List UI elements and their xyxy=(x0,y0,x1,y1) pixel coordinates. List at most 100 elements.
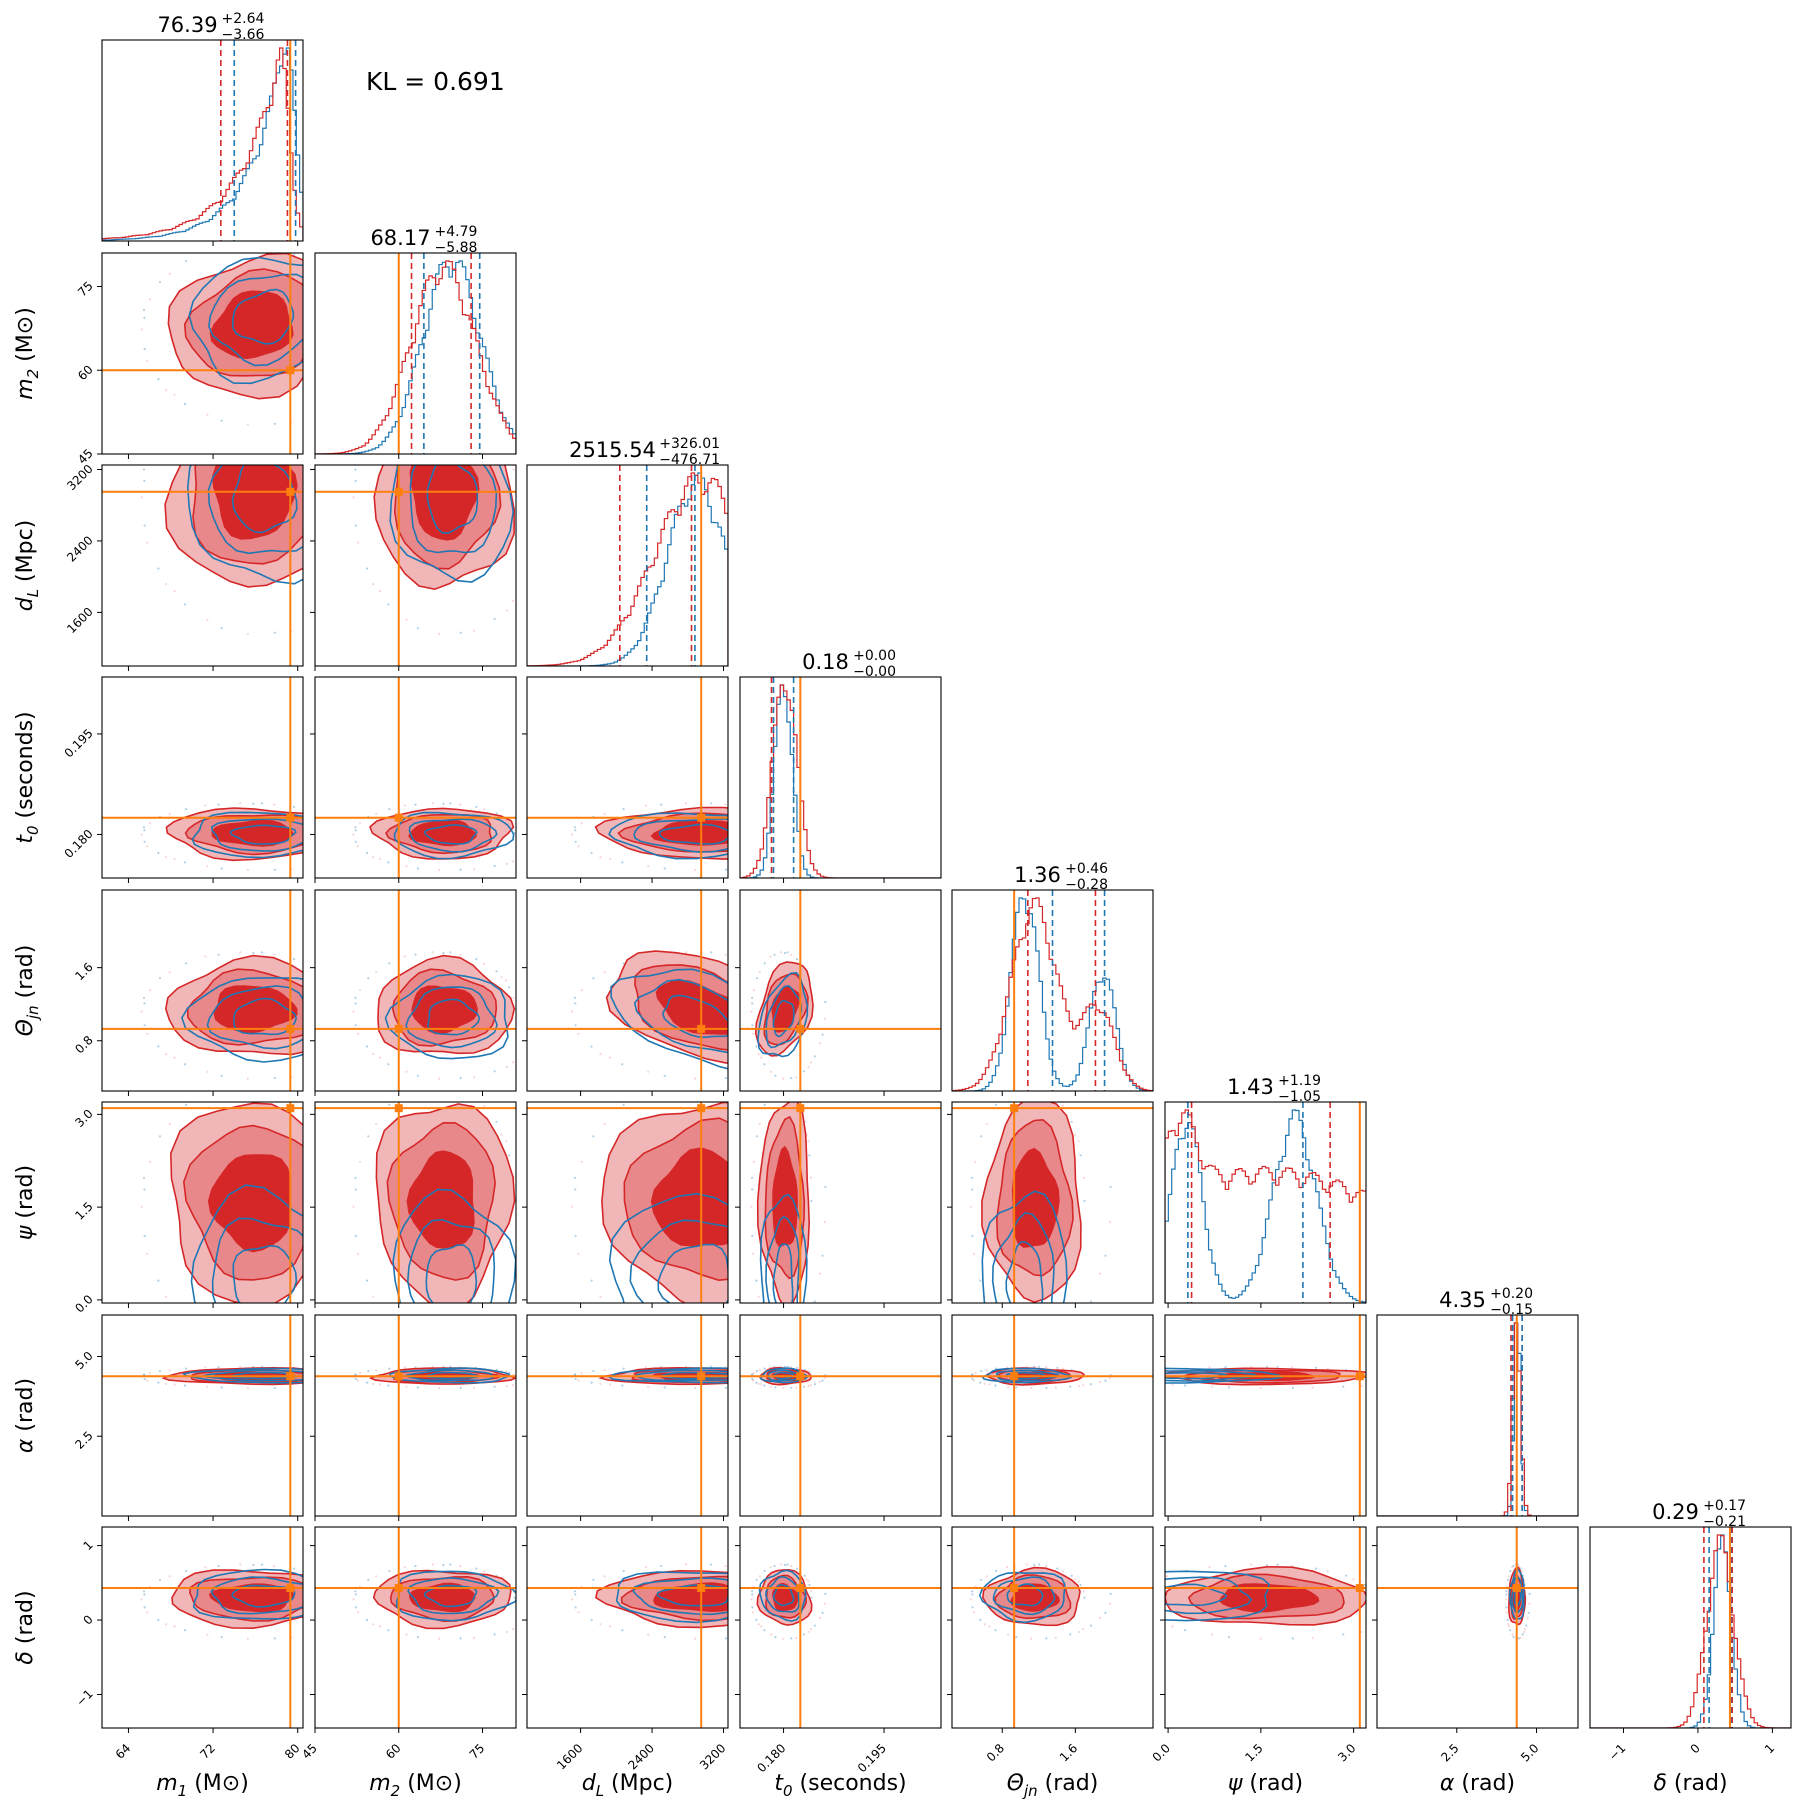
scatter-point xyxy=(751,1606,754,1609)
scatter-point xyxy=(146,359,149,363)
scatter-point xyxy=(220,867,223,870)
scatter-point xyxy=(431,1563,434,1566)
y-tick-label-m2: 75 xyxy=(75,279,96,300)
x-tick-label-m2: 60 xyxy=(383,1741,404,1762)
scatter-point xyxy=(773,1086,775,1088)
y-tick-label-delta: −1 xyxy=(73,1687,95,1709)
scatter-point xyxy=(431,951,434,954)
truth-marker xyxy=(394,487,403,496)
scatter-point xyxy=(221,1342,223,1344)
scatter-point xyxy=(790,953,793,956)
scatter-point xyxy=(324,1134,326,1136)
scatter-point xyxy=(747,1095,749,1097)
scatter-point xyxy=(823,1376,826,1379)
scatter-point xyxy=(1108,1220,1111,1224)
scatter-point xyxy=(577,1379,580,1382)
scatter-point xyxy=(774,1332,776,1334)
scatter-point xyxy=(142,826,146,829)
scatter-point xyxy=(339,309,341,311)
scatter-point xyxy=(845,1255,847,1257)
scatter-point xyxy=(378,1034,380,1036)
scatter-point xyxy=(378,361,380,363)
scatter-point xyxy=(324,1370,326,1372)
scatter-point xyxy=(505,1630,508,1634)
scatter-point xyxy=(774,1633,776,1635)
scatter-point xyxy=(431,802,434,805)
panel-m2-delta: 45 60 75 xyxy=(299,1526,517,1762)
scatter-point xyxy=(693,1077,697,1080)
scatter-point xyxy=(710,802,713,805)
y-axis-label-dL: dL (Mpc) xyxy=(13,520,42,612)
scatter-point xyxy=(354,1377,357,1381)
scatter-point xyxy=(157,1618,160,1621)
x-axis-label-t0: t0 (seconds) xyxy=(774,1771,906,1800)
truth-marker xyxy=(1010,1584,1019,1593)
y-tick-label-t0: 0.195 xyxy=(62,726,96,760)
scatter-point xyxy=(580,822,583,825)
scatter-point xyxy=(273,631,276,634)
scatter-point xyxy=(505,1140,508,1143)
title-minus-dL: −476.71 xyxy=(659,452,720,468)
scatter-point xyxy=(802,1633,806,1636)
scatter-point xyxy=(856,1593,858,1595)
scatter-point xyxy=(331,1631,333,1633)
scatter-point xyxy=(1077,1384,1081,1388)
scatter-point xyxy=(550,1221,552,1223)
scatter-point xyxy=(505,1384,508,1388)
scatter-point xyxy=(354,996,357,999)
scatter-point xyxy=(1070,1120,1073,1123)
scatter-point xyxy=(786,951,789,954)
scatter-point xyxy=(449,802,452,805)
scatter-point xyxy=(818,1380,821,1384)
scatter-point xyxy=(142,309,146,312)
scatter-point xyxy=(1069,1332,1071,1334)
scatter-point xyxy=(983,1382,986,1385)
scatter-point xyxy=(387,1629,390,1632)
scatter-point xyxy=(372,583,375,586)
scatter-point xyxy=(1505,1590,1508,1593)
scatter-point xyxy=(550,511,552,513)
contour-blue-0 xyxy=(188,256,303,385)
scatter-point xyxy=(354,1024,357,1027)
scatter-point xyxy=(980,1578,983,1581)
contour-blue-1 xyxy=(765,1215,800,1303)
scatter-point xyxy=(414,381,416,383)
x-tick-label-m1: 72 xyxy=(197,1741,218,1762)
scatter-point xyxy=(759,1570,761,1572)
x-axis-label-delta: δ (rad) xyxy=(1653,1771,1727,1796)
scatter-point xyxy=(550,837,552,839)
scatter-point xyxy=(774,1386,777,1389)
scatter-point xyxy=(378,1056,382,1059)
panel-t0-theta_jn xyxy=(735,889,942,1096)
scatter-point xyxy=(508,1371,511,1374)
scatter-point xyxy=(823,1602,826,1605)
scatter-point xyxy=(140,1205,143,1208)
scatter-point xyxy=(246,1386,249,1390)
scatter-point xyxy=(791,1323,793,1325)
scatter-point xyxy=(1370,1384,1372,1386)
contour-blue-0 xyxy=(190,1184,303,1303)
scatter-point xyxy=(774,1074,777,1077)
scatter-point xyxy=(791,863,793,865)
panel-dL-delta: 1600 2400 3200 xyxy=(522,1526,858,1773)
scatter-point xyxy=(438,1077,441,1080)
scatter-point xyxy=(459,381,461,383)
scatter-point xyxy=(1061,1570,1064,1573)
scatter-point xyxy=(334,294,336,296)
scatter-point xyxy=(1509,1569,1512,1573)
scatter-point xyxy=(331,609,333,611)
scatter-point xyxy=(1224,1366,1227,1369)
x-axis-label-psi: ψ (rad) xyxy=(1228,1771,1303,1796)
panel-frame xyxy=(101,1101,304,1304)
scatter-point xyxy=(403,1566,406,1569)
scatter-point xyxy=(495,415,497,417)
y-tick-label-dL: 3200 xyxy=(64,462,95,493)
scatter-point xyxy=(1165,1575,1168,1578)
scatter-point xyxy=(354,1606,357,1609)
scatter-point xyxy=(261,1081,263,1083)
scatter-point xyxy=(693,868,697,872)
scatter-point xyxy=(1171,1383,1174,1386)
panel-frame xyxy=(526,1526,729,1729)
scatter-point xyxy=(684,1563,688,1566)
scatter-point xyxy=(143,1234,146,1237)
